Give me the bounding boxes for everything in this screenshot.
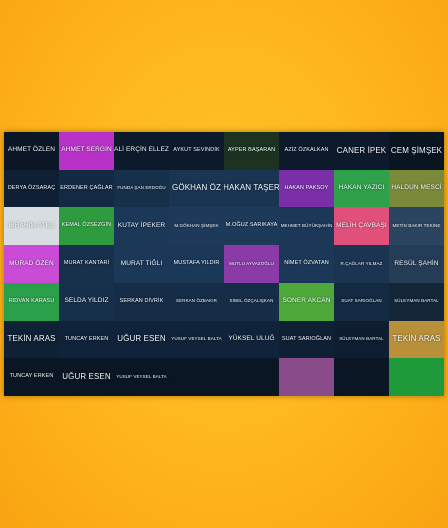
- name-tile: FUNDA ŞAN ERDOĞU: [114, 169, 169, 208]
- empty-tile: [389, 358, 444, 396]
- name-tile: METİN BAKIR TEKİNE: [389, 207, 444, 246]
- name-tile: HAKAN PAKSOY: [279, 169, 334, 208]
- name-tile: SUAT SARIOĞLAN: [279, 320, 334, 359]
- name-tile: İBRAHİM ATEŞ: [4, 207, 59, 246]
- name-tile: YUSUF VEYSEL BALTA: [169, 320, 224, 359]
- name-tile: SELDA YILDIZ: [59, 282, 114, 321]
- name-tile: M.OĞUZ SARIKAYA: [224, 207, 279, 246]
- name-tile: HAKAN TAŞER: [224, 169, 279, 208]
- name-tile: UĞUR ESEN: [59, 358, 114, 396]
- name-tile: TEKİN ARAS: [389, 320, 444, 359]
- name-tile: ERDENER ÇAĞLAR: [59, 169, 114, 208]
- display-screen: AHMET ÖZLEN AHMET SERGİN ALİ ERÇİN ELLEZ AY…: [4, 132, 444, 396]
- name-tile: AHMET SERGİN: [59, 132, 114, 170]
- name-tile: SERKAN DİVRİK: [114, 282, 169, 321]
- name-tile: MURAT TIĞLI: [114, 245, 169, 283]
- name-tile: AZİZ ÖZKALKAN: [279, 132, 334, 170]
- name-tile: TUNCAY ERKEN: [4, 358, 59, 396]
- name-tile: ALİ ERÇİN ELLEZ: [114, 132, 169, 170]
- name-tile-grid: AHMET ÖZLEN AHMET SERGİN ALİ ERÇİN ELLEZ AY…: [4, 132, 444, 396]
- name-tile: MUSTAFA YILDIR: [169, 245, 224, 283]
- name-tile: MELİH ÇAVBAŞI: [334, 207, 389, 246]
- name-tile: AYPER BAŞARAN: [224, 132, 279, 170]
- name-tile: SONER AKCAN: [279, 282, 334, 321]
- name-tile: TEKİN ARAS: [4, 320, 59, 359]
- name-tile: RESÜL ŞAHİN: [389, 245, 444, 283]
- empty-tile: [334, 358, 389, 396]
- name-tile: MURAD ÖZEN: [4, 245, 59, 283]
- name-tile: M.GÖKHAN ŞİMŞEK: [169, 207, 224, 246]
- name-tile: KUTAY İPEKER: [114, 207, 169, 246]
- name-tile: MUTLU AYVAZOĞLU: [224, 245, 279, 283]
- name-tile: CANER İPEK: [334, 132, 389, 170]
- name-tile: HAKAN YAZICI: [334, 169, 389, 208]
- name-tile: RIDVAN KARASU: [4, 282, 59, 321]
- empty-tile: [279, 358, 334, 396]
- name-tile: SERKAN ÖZBAKIR: [169, 282, 224, 321]
- name-tile: MURAT KANTARİ: [59, 245, 114, 283]
- name-tile: YUSUF VEYSEL BALTA: [114, 358, 169, 396]
- name-tile: GÖKHAN ÖZ: [169, 169, 224, 208]
- name-tile: NİMET ÖZVATAN: [279, 245, 334, 283]
- empty-tile: [224, 358, 279, 396]
- name-tile: KEMAL ÖZSEZGİN: [59, 207, 114, 246]
- name-tile: HALDUN MESCİ: [389, 169, 444, 208]
- name-tile: UĞUR ESEN: [114, 320, 169, 359]
- name-tile: AHMET ÖZLEN: [4, 132, 59, 170]
- empty-tile: [169, 358, 224, 396]
- name-tile: TUNCAY ERKEN: [59, 320, 114, 359]
- name-tile: SUAT SARIOĞLAN: [334, 282, 389, 321]
- name-tile: MEHMET BÜYÜKŞAHİN: [279, 207, 334, 246]
- name-tile: SÜLEYMAN BARTAL: [334, 320, 389, 359]
- name-tile: CEM ŞİMŞEK: [389, 132, 444, 170]
- name-tile: SÜLEYMAN BARTAL: [389, 282, 444, 321]
- name-tile: R.ÇAĞLAR YILMAZ: [334, 245, 389, 283]
- name-tile: AYKUT SEVİNDİK: [169, 132, 224, 170]
- name-tile: YÜKSEL ULUĞ: [224, 320, 279, 359]
- name-tile: DERYA ÖZSARAÇ: [4, 169, 59, 208]
- name-tile: SİBEL ÖZÇALIŞKAN: [224, 282, 279, 321]
